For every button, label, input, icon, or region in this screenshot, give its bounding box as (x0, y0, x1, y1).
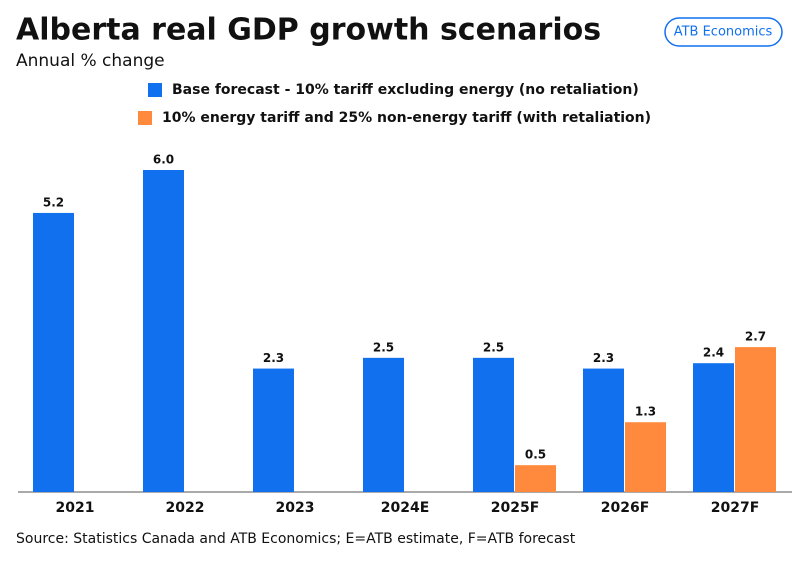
bar (583, 368, 624, 492)
badge-outline (664, 17, 783, 47)
value-label: 6.0 (153, 153, 174, 167)
bar (625, 422, 666, 492)
value-label: 2.3 (593, 351, 614, 365)
bar (143, 170, 184, 492)
value-label: 1.3 (635, 405, 656, 419)
legend-swatch (148, 83, 162, 97)
bar (473, 357, 514, 492)
chart-title: Alberta real GDP growth scenarios (16, 13, 601, 48)
legend-label: 10% energy tariff and 25% non-energy tar… (162, 110, 651, 126)
value-label: 5.2 (43, 195, 64, 209)
bar (693, 363, 734, 492)
x-tick-label: 2026F (601, 500, 650, 516)
chart-subtitle: Annual % change (16, 51, 165, 71)
legend-label: Base forecast - 10% tariff excluding ene… (172, 82, 639, 98)
legend-swatch (138, 111, 152, 125)
value-label: 2.3 (263, 351, 284, 365)
value-label: 2.5 (483, 340, 504, 354)
value-label: 2.5 (373, 340, 394, 354)
bar (735, 347, 776, 492)
x-tick-label: 2025F (491, 500, 540, 516)
bar (515, 465, 556, 492)
source: Source: Statistics Canada and ATB Econom… (16, 531, 576, 547)
value-label: 2.4 (703, 346, 724, 360)
x-tick-label: 2027F (711, 500, 760, 516)
bar (363, 357, 404, 492)
bar (33, 212, 74, 492)
badge: ATB Economics (674, 25, 773, 40)
bar (253, 368, 294, 492)
x-tick-label: 2021 (56, 500, 95, 516)
value-label: 0.5 (525, 448, 546, 462)
x-tick-label: 2023 (276, 500, 315, 516)
x-tick-label: 2022 (166, 500, 205, 516)
x-tick-label: 2024E (381, 500, 430, 516)
value-label: 2.7 (745, 330, 766, 344)
